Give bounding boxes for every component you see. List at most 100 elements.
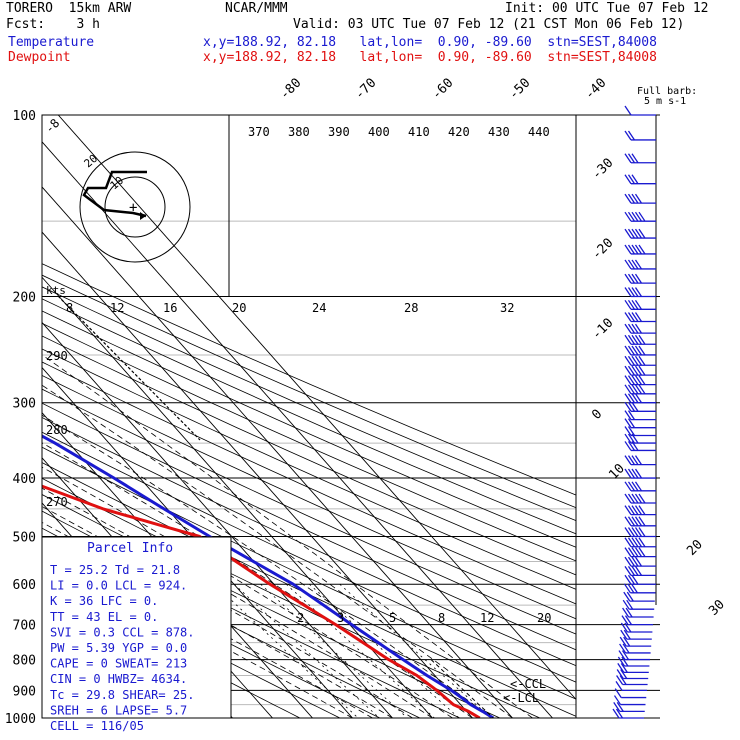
- wind-barb-flag: [624, 537, 632, 548]
- wind-barb-flag: [627, 583, 635, 594]
- pressure-tick-label: 800: [13, 654, 36, 669]
- wind-barb-flag: [634, 355, 643, 366]
- wind-barb-flag: [618, 650, 626, 660]
- wind-barb-flag: [616, 702, 624, 712]
- wind-barb-flag: [627, 537, 636, 548]
- wind-barb-flag: [634, 323, 643, 334]
- wind-barb-flag: [624, 365, 632, 376]
- wind-barb-flag: [627, 384, 636, 395]
- mixing-ratio-line: [213, 583, 359, 718]
- hodograph-speed-label: 20: [232, 301, 246, 315]
- wind-barb-flag: [615, 681, 623, 691]
- isotherm-line: [0, 115, 4, 731]
- wind-barb-flag: [624, 433, 632, 444]
- wind-barb-flag: [638, 334, 646, 345]
- wind-barb-flag: [627, 259, 636, 270]
- wind-barb-flag: [638, 211, 646, 222]
- theta-label: 410: [408, 125, 430, 139]
- wind-barb-flag: [631, 537, 639, 548]
- wind-barb-flag: [631, 493, 639, 504]
- wind-barb-flag: [631, 393, 639, 404]
- wind-barb-flag: [631, 433, 639, 444]
- wind-barb-flag: [627, 299, 636, 310]
- moist-adiabat-line: [42, 442, 473, 718]
- wind-barb-flag: [631, 547, 639, 557]
- wind-barb-flag: [627, 355, 636, 366]
- wind-barb-flag: [626, 599, 634, 610]
- isotherm-label: -80: [277, 76, 304, 103]
- theta-label: 430: [488, 125, 510, 139]
- wind-barb-flag: [626, 591, 634, 602]
- wind-barb-flag: [631, 505, 639, 516]
- wind-barb-flag: [627, 493, 636, 504]
- wind-barb-flag: [624, 393, 632, 404]
- dry-adiabat-line: [42, 581, 301, 718]
- wind-barb-flag: [624, 441, 632, 451]
- wind-barb-flag: [621, 650, 630, 660]
- wind-barb-flag: [631, 244, 639, 255]
- wind-barb-flag: [631, 153, 639, 164]
- wind-barb-flag: [620, 629, 628, 640]
- theta-label: 420: [448, 125, 470, 139]
- wind-barb-flag: [624, 287, 632, 297]
- wind-barb-flag: [638, 384, 646, 395]
- isotherm-label: -70: [352, 76, 379, 103]
- wind-barb-flag: [631, 355, 639, 366]
- dry-adiabat-line: [42, 335, 576, 576]
- pressure-tick-label: 700: [13, 619, 36, 634]
- theta-label: 400: [368, 125, 390, 139]
- hodograph-speed-label: 24: [312, 301, 326, 315]
- wind-barb-flag: [631, 365, 639, 376]
- wind-barb-flag: [622, 599, 630, 610]
- wind-barb-flag: [619, 643, 627, 654]
- wind-barb-flag: [634, 365, 643, 376]
- wind-barb-flag: [621, 656, 629, 667]
- parcel-info-row: SVI = 0.3 CCL = 878.: [50, 625, 195, 639]
- parcel-info-row: Tc = 29.8 SHEAR= 25.: [50, 688, 195, 702]
- wind-barb-flag: [624, 375, 632, 385]
- pressure-tick-label: 500: [13, 530, 36, 545]
- wind-barb-flag: [619, 675, 627, 685]
- lcl-marker: <-LCL: [503, 691, 539, 705]
- wind-barb-flag: [624, 401, 632, 412]
- isotherm-label: -10: [589, 316, 616, 343]
- wind-barb-flag: [625, 607, 633, 618]
- isotherm-label: 20: [684, 537, 706, 559]
- pressure-tick-label: 200: [13, 291, 36, 306]
- mixing-ratio-label: 2: [297, 611, 304, 625]
- wind-barb-flag: [627, 574, 636, 585]
- isotherm-label: -40: [582, 76, 609, 103]
- parcel-info-box: Parcel Info T = 25.2 Td = 21.8 LI = 0.0 L…: [41, 536, 232, 733]
- wind-barb-flag: [624, 468, 632, 479]
- pressure-tick-label: 300: [13, 397, 36, 412]
- plot-frame: [41, 114, 577, 719]
- dry-adiabat-line: [42, 286, 576, 522]
- wind-barb-flag: [627, 287, 636, 297]
- wind-barb-flag: [634, 565, 643, 576]
- parcel-info-row: PW = 5.39 YGP = 0.0: [50, 641, 187, 655]
- valid-time-label: Valid: 03 UTC Tue 07 Feb 12 (21 CST Mon …: [293, 17, 685, 32]
- wind-barb-flag: [631, 334, 639, 345]
- wind-barb-flag: [631, 323, 639, 334]
- wind-barb-flag: [631, 468, 639, 479]
- theta-e-label: 280: [46, 423, 68, 437]
- wind-barb-flag: [631, 273, 639, 284]
- mixing-ratio-label: 3: [337, 611, 344, 625]
- wind-barb-flag: [634, 375, 643, 385]
- wind-barb-flag: [624, 105, 632, 116]
- isotherm-line: [0, 115, 44, 731]
- wind-barb-flag: [624, 516, 632, 527]
- wind-barb-flag: [624, 493, 632, 504]
- theta-e-label: 270: [46, 495, 68, 509]
- wind-barb-flag: [634, 211, 643, 222]
- upper-left-label: -8: [42, 116, 62, 136]
- wind-barb-flag: [620, 662, 628, 673]
- hodograph-speed-label: 12: [110, 301, 124, 315]
- mixing-ratio-label: 20: [537, 611, 551, 625]
- theta-label: 380: [288, 125, 310, 139]
- wind-barb-flag: [631, 211, 639, 222]
- dry-adiabat-line: [42, 374, 576, 620]
- temperature-legend: Temperature: [8, 35, 95, 50]
- dry-adiabat-line: [42, 417, 576, 667]
